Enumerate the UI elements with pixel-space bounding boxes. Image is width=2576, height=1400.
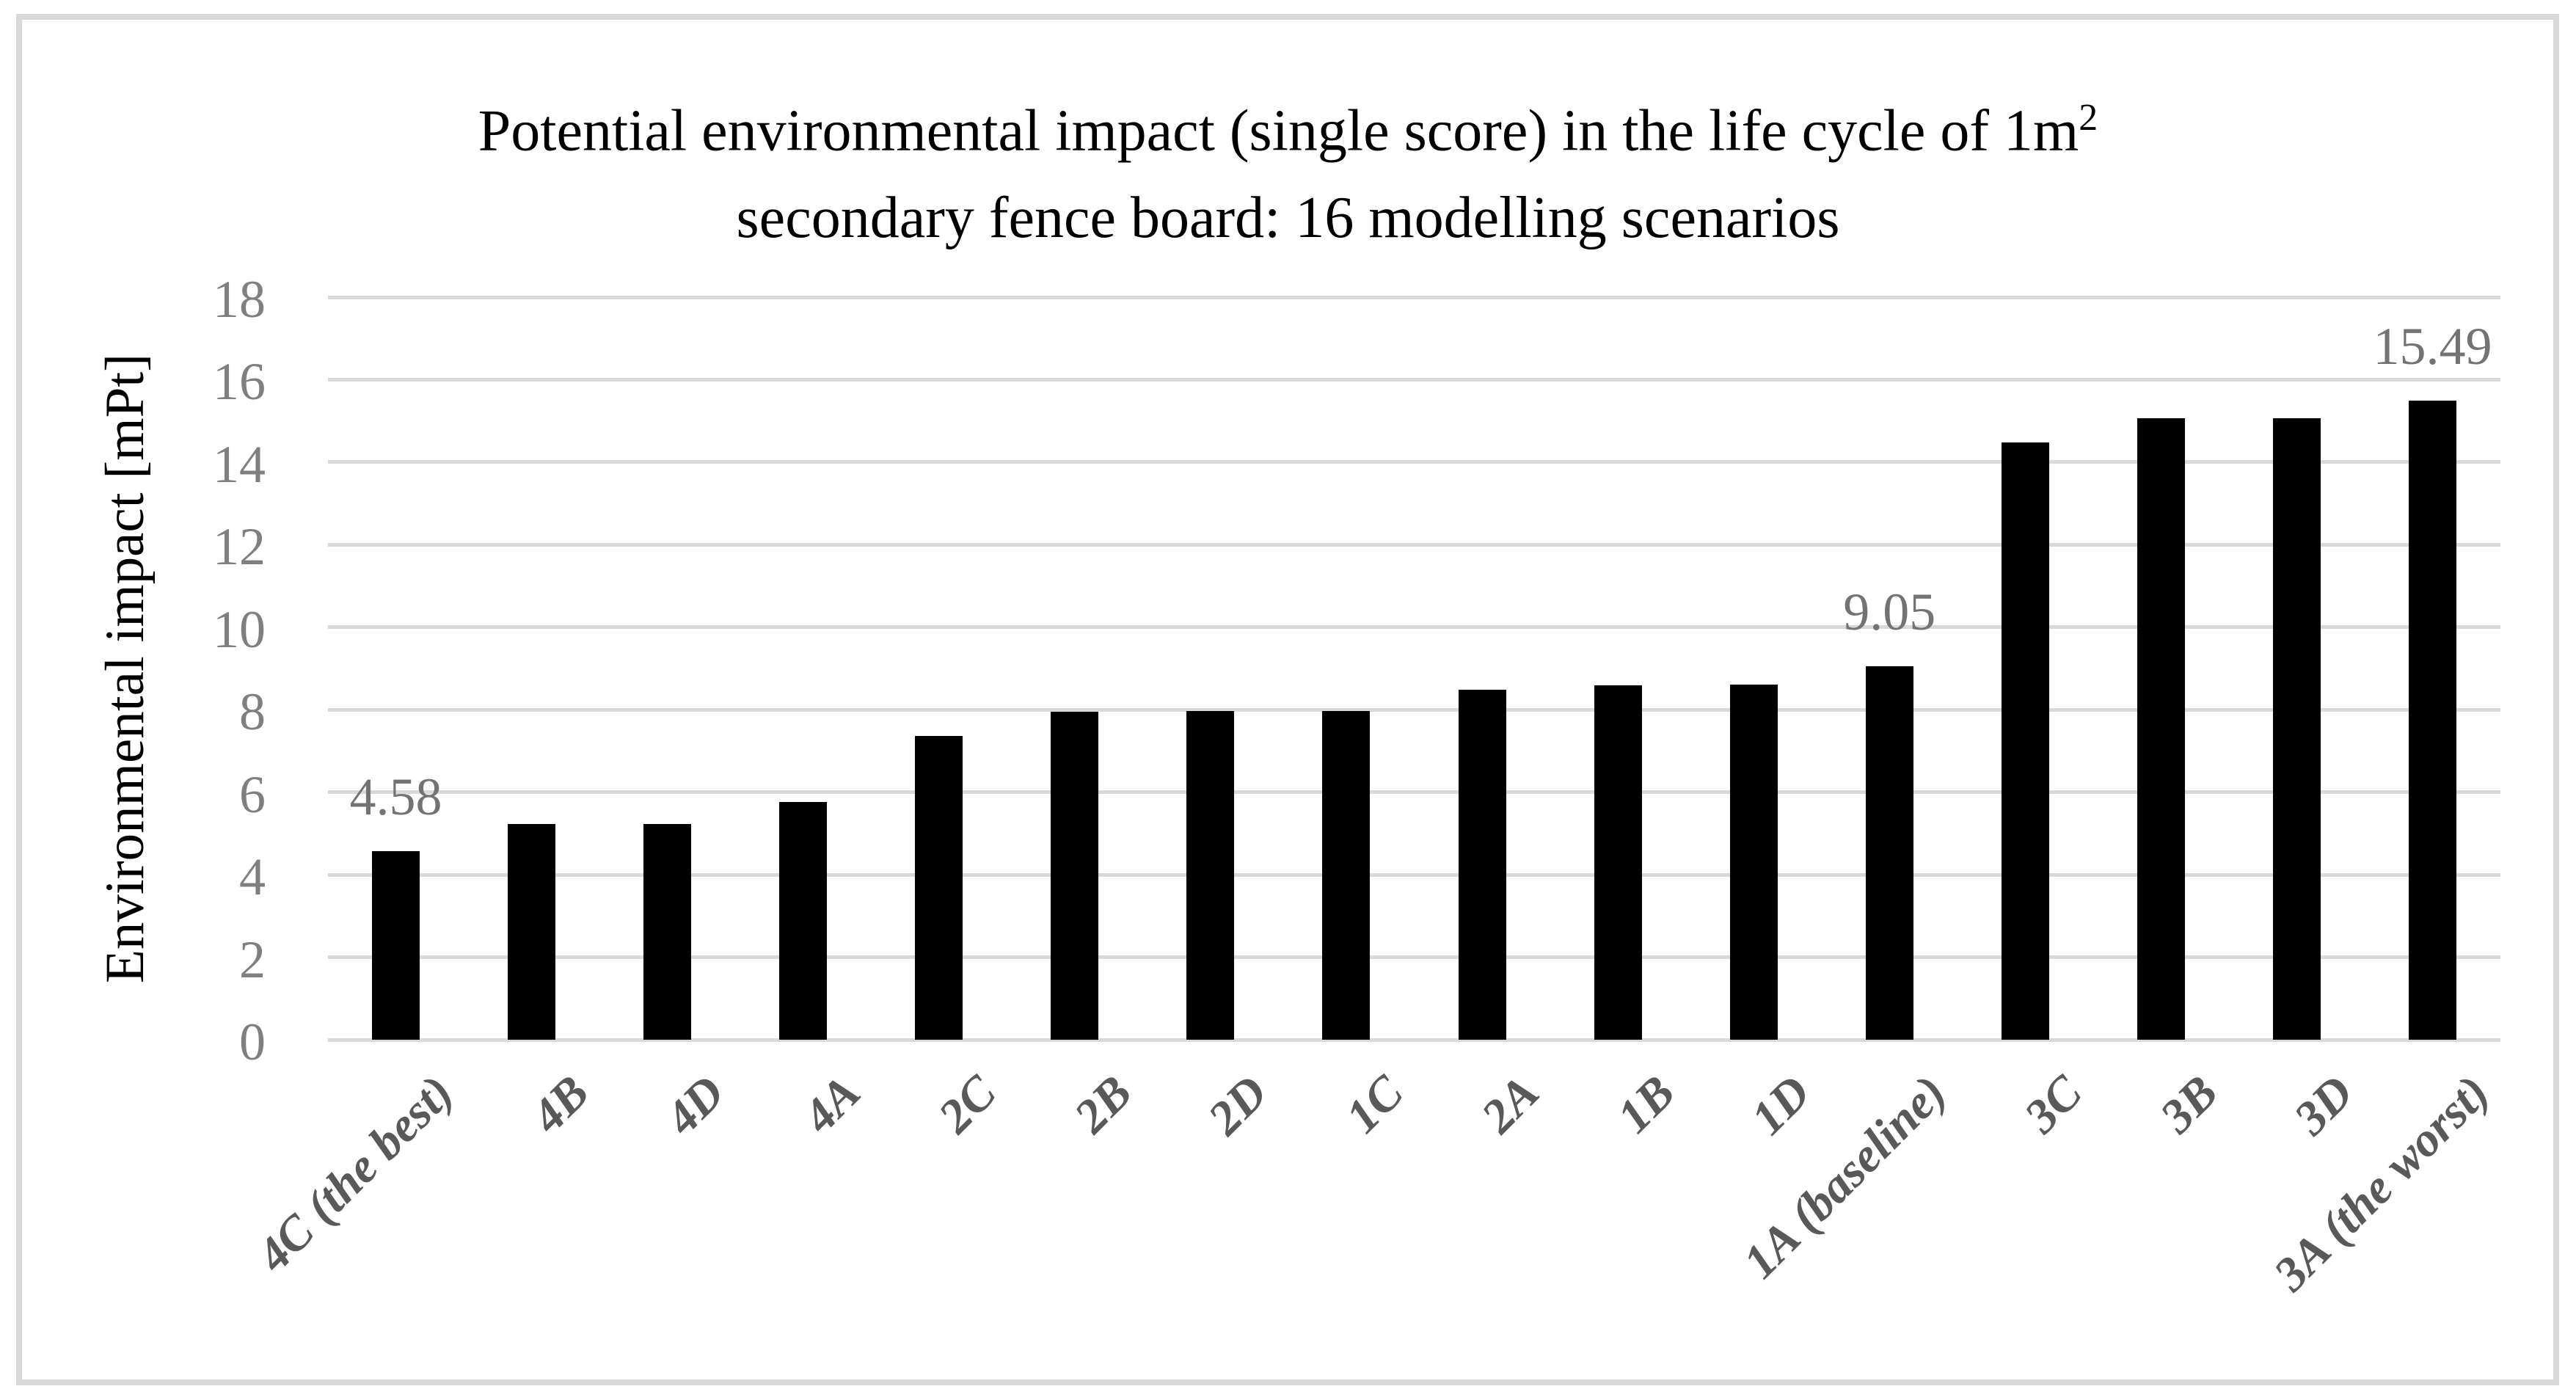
y-axis-title: Environmental impact [mPt] [95,353,156,984]
chart-title-line-1-text: Potential environmental impact (single s… [478,98,2079,164]
gridline [328,872,2500,877]
bar [1322,710,1371,1040]
bar [1051,712,1099,1040]
y-axis-tick-label: 12 [213,517,266,577]
bar [1729,685,1778,1040]
bar [779,802,828,1040]
figure-border [16,14,2559,1385]
y-axis-tick-label: 18 [213,270,266,329]
gridline [328,377,2500,382]
bar [1594,685,1642,1040]
bar [1458,689,1506,1040]
chart-title: Potential environmental impact (single s… [0,75,2576,261]
gridline [328,460,2500,464]
bar-value-label: 15.49 [2373,317,2492,376]
y-axis-tick-label: 2 [239,930,266,989]
y-axis-tick-label: 4 [239,847,266,907]
gridline [328,542,2500,547]
bar [643,823,692,1040]
gridline [328,625,2500,630]
y-axis-tick-label: 14 [213,434,266,494]
bar [915,735,963,1040]
gridline [328,955,2500,960]
gridline [328,1038,2500,1042]
chart-title-line-2: secondary fence board: 16 modelling scen… [736,185,1840,250]
y-axis-tick-label: 10 [213,599,266,659]
y-axis-tick-label: 8 [239,682,266,742]
bar [372,850,420,1040]
chart-title-line-1: Potential environmental impact (single s… [0,75,2576,175]
y-axis-tick-label: 16 [213,352,266,412]
gridline [328,295,2500,299]
gridline [328,707,2500,712]
bar [508,823,556,1040]
bar-value-label: 9.05 [1843,583,1936,642]
bar [1186,711,1235,1040]
bar-value-label: 4.58 [349,767,442,826]
y-axis-tick-label: 6 [239,765,266,824]
gridline [328,790,2500,795]
bar [2137,418,2185,1040]
title-superscript: 2 [2079,97,2098,139]
bar [1865,666,1913,1040]
y-axis-tick-label: 0 [239,1013,266,1071]
bar [2408,401,2456,1040]
bar [2001,442,2049,1040]
bar [2272,418,2321,1040]
